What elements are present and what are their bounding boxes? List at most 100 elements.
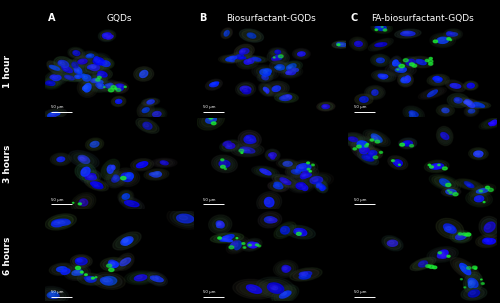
- Ellipse shape: [450, 258, 480, 281]
- Ellipse shape: [442, 134, 446, 137]
- Ellipse shape: [218, 222, 222, 225]
- Ellipse shape: [430, 33, 456, 48]
- Ellipse shape: [281, 95, 292, 101]
- Ellipse shape: [412, 58, 431, 67]
- Ellipse shape: [104, 163, 117, 176]
- Ellipse shape: [464, 287, 466, 288]
- Ellipse shape: [44, 70, 69, 86]
- Ellipse shape: [100, 258, 126, 271]
- Ellipse shape: [438, 78, 440, 80]
- Ellipse shape: [370, 39, 392, 50]
- Ellipse shape: [92, 277, 94, 279]
- Ellipse shape: [298, 167, 304, 169]
- Ellipse shape: [85, 174, 96, 179]
- Ellipse shape: [448, 190, 450, 191]
- Ellipse shape: [388, 156, 407, 170]
- Ellipse shape: [75, 75, 80, 78]
- Ellipse shape: [75, 68, 78, 71]
- Ellipse shape: [137, 102, 154, 118]
- Ellipse shape: [252, 244, 256, 246]
- Ellipse shape: [402, 142, 409, 145]
- Ellipse shape: [94, 185, 100, 187]
- Ellipse shape: [272, 57, 278, 61]
- Ellipse shape: [410, 112, 413, 114]
- Ellipse shape: [200, 112, 222, 128]
- Ellipse shape: [114, 176, 117, 179]
- Text: GQDs: GQDs: [107, 14, 132, 23]
- Ellipse shape: [430, 248, 456, 261]
- Ellipse shape: [110, 82, 128, 93]
- Ellipse shape: [108, 88, 114, 92]
- Ellipse shape: [108, 261, 118, 268]
- Ellipse shape: [227, 58, 232, 60]
- Ellipse shape: [217, 222, 221, 226]
- Ellipse shape: [292, 48, 310, 59]
- Ellipse shape: [70, 48, 83, 58]
- Ellipse shape: [379, 75, 382, 77]
- Ellipse shape: [150, 276, 163, 282]
- Ellipse shape: [352, 138, 373, 151]
- Ellipse shape: [383, 29, 386, 31]
- Ellipse shape: [460, 99, 479, 108]
- Ellipse shape: [470, 184, 496, 197]
- Ellipse shape: [153, 173, 158, 175]
- Ellipse shape: [450, 33, 454, 35]
- Ellipse shape: [121, 173, 132, 181]
- Ellipse shape: [485, 224, 490, 229]
- Ellipse shape: [240, 283, 268, 296]
- Ellipse shape: [434, 40, 438, 43]
- Ellipse shape: [71, 152, 96, 167]
- Ellipse shape: [108, 167, 110, 171]
- Ellipse shape: [248, 138, 256, 143]
- Ellipse shape: [104, 171, 126, 188]
- Ellipse shape: [397, 69, 398, 70]
- Ellipse shape: [437, 78, 442, 81]
- Text: 50 µm: 50 µm: [354, 198, 367, 202]
- Ellipse shape: [71, 193, 96, 212]
- Ellipse shape: [228, 238, 248, 252]
- Ellipse shape: [482, 118, 500, 128]
- Ellipse shape: [281, 292, 286, 296]
- Ellipse shape: [472, 185, 494, 196]
- Ellipse shape: [474, 186, 492, 195]
- Ellipse shape: [392, 160, 394, 162]
- Ellipse shape: [212, 218, 228, 231]
- Ellipse shape: [302, 174, 306, 176]
- Ellipse shape: [282, 179, 286, 182]
- Ellipse shape: [62, 66, 72, 72]
- Ellipse shape: [416, 59, 426, 65]
- Ellipse shape: [366, 155, 373, 160]
- Ellipse shape: [464, 106, 479, 117]
- Ellipse shape: [84, 274, 87, 275]
- Ellipse shape: [48, 291, 58, 298]
- Ellipse shape: [432, 165, 439, 167]
- Ellipse shape: [104, 34, 107, 36]
- Ellipse shape: [456, 234, 466, 240]
- Ellipse shape: [85, 62, 104, 73]
- Ellipse shape: [280, 291, 291, 298]
- Ellipse shape: [244, 240, 260, 250]
- Ellipse shape: [441, 254, 448, 258]
- Ellipse shape: [270, 61, 290, 73]
- Ellipse shape: [74, 271, 79, 273]
- Ellipse shape: [449, 192, 452, 193]
- Ellipse shape: [364, 146, 370, 152]
- Ellipse shape: [444, 29, 462, 40]
- Ellipse shape: [398, 30, 418, 37]
- Ellipse shape: [294, 49, 309, 58]
- Ellipse shape: [420, 88, 444, 98]
- Ellipse shape: [389, 241, 394, 244]
- Ellipse shape: [76, 70, 98, 86]
- Ellipse shape: [276, 262, 296, 276]
- Ellipse shape: [77, 75, 83, 77]
- Ellipse shape: [270, 285, 279, 291]
- Ellipse shape: [156, 160, 173, 166]
- Ellipse shape: [88, 278, 92, 280]
- Ellipse shape: [48, 113, 56, 117]
- Ellipse shape: [295, 169, 301, 172]
- Ellipse shape: [277, 94, 296, 102]
- Ellipse shape: [98, 83, 103, 87]
- Ellipse shape: [96, 83, 104, 88]
- Ellipse shape: [231, 242, 234, 245]
- Ellipse shape: [46, 72, 67, 85]
